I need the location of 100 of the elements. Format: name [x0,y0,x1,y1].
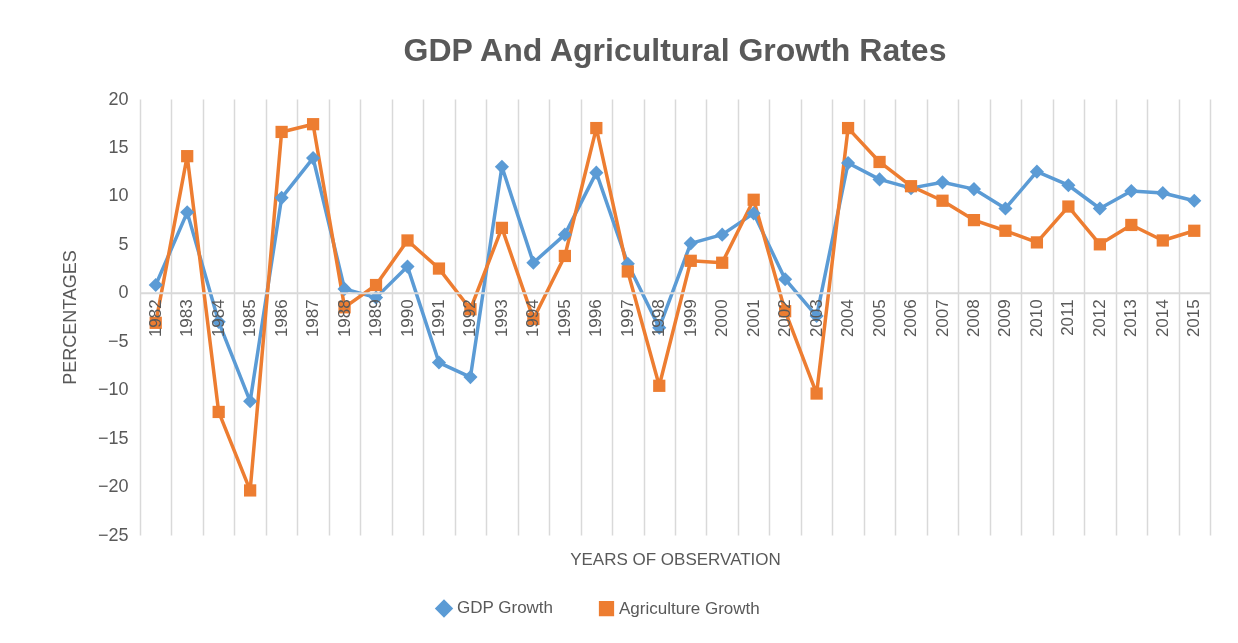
point [716,256,729,269]
x-tick-label: 1994 [523,299,543,338]
point [1125,218,1138,232]
point [841,121,855,135]
x-tick-label: 2002 [775,299,795,338]
y-axis-title: PERCENTAGES [59,250,80,385]
point [243,394,258,409]
chart-title: GDP And Agricultural Growth Rates [403,32,947,68]
x-tick-label: 2004 [838,299,858,338]
x-tick-label: 2012 [1089,299,1109,338]
point [872,172,887,187]
x-tick-label: 2003 [806,299,826,338]
x-tick-label: 2007 [932,299,952,338]
point [244,484,257,497]
point [275,125,288,139]
legend-label: Agriculture Growth [619,598,760,618]
point [369,278,383,292]
x-tick-label: 2005 [869,299,889,338]
point [431,355,447,370]
point [181,150,194,163]
y-tick-label: 20 [108,88,129,109]
x-tick-label: 1992 [460,299,480,338]
y-tick-label: −25 [97,524,129,545]
point [432,262,446,275]
point [1092,201,1107,216]
x-tick-label: 1986 [271,299,291,338]
x-tick-label: 2008 [963,299,983,338]
x-tick-label: 1997 [617,299,637,338]
y-tick-label: 10 [108,185,129,206]
x-tick-label: 1990 [397,299,417,338]
point [1093,238,1106,251]
x-tick-label: 1985 [240,299,260,338]
x-tick-label: 2015 [1184,299,1204,338]
point [935,175,950,190]
point [306,118,320,131]
x-tick-label: 2011 [1058,299,1078,336]
x-tick-label: 2009 [995,299,1015,338]
point [494,159,509,174]
point [747,193,760,206]
point [1124,183,1139,199]
point [1187,193,1202,208]
point [180,205,195,220]
point [1062,200,1075,213]
x-tick-label: 1983 [177,299,197,338]
x-tick-label: 2014 [1152,299,1172,338]
x-tick-label: 1999 [680,299,700,338]
point [148,277,163,293]
point [1188,224,1201,237]
point [558,249,571,263]
x-tick-label: 2006 [901,299,921,338]
point [621,265,634,278]
x-tick-label: 1982 [145,299,165,338]
y-tick-label: −15 [97,427,129,448]
point [274,190,289,205]
point [810,387,823,400]
point [998,201,1013,216]
x-tick-label: 1989 [366,299,386,338]
point [841,155,856,171]
x-tick-label: 1995 [554,299,574,338]
y-tick-label: 15 [108,136,129,157]
point [590,121,603,135]
x-tick-label: 2000 [712,299,732,338]
point [306,151,321,166]
point [463,370,478,385]
x-tick-label: 1987 [303,299,323,338]
point [684,254,697,267]
point [212,405,225,419]
y-tick-label: 5 [118,233,129,254]
point [653,379,666,392]
point [1061,178,1076,193]
point [1029,164,1044,179]
y-tick-label: 0 [118,282,129,303]
y-tick-label: −10 [97,379,129,400]
point [967,213,981,227]
x-tick-label: 2013 [1121,299,1141,338]
x-axis-title: YEARS OF OBSERVATION [570,549,781,569]
point [746,206,761,221]
x-tick-label: 1988 [334,299,354,338]
point [999,224,1012,237]
point [495,221,509,234]
point [715,227,730,242]
x-tick-label: 2010 [1026,299,1046,338]
legend-label: GDP Growth [457,598,554,618]
point [873,155,886,169]
x-tick-label: 2001 [743,299,763,338]
point [1030,236,1044,249]
point [589,165,604,180]
y-tick-label: −20 [97,476,129,497]
y-tick-label: −5 [107,330,129,351]
x-tick-label: 1996 [586,299,606,338]
point [936,194,949,207]
point [400,259,415,274]
point [778,272,793,287]
point [683,236,698,251]
point [1155,185,1170,201]
point [557,227,572,242]
x-tick-label: 1991 [428,299,448,338]
x-tick-label: 1993 [491,299,511,338]
x-tick-label: 1998 [649,299,669,338]
point [526,255,541,270]
